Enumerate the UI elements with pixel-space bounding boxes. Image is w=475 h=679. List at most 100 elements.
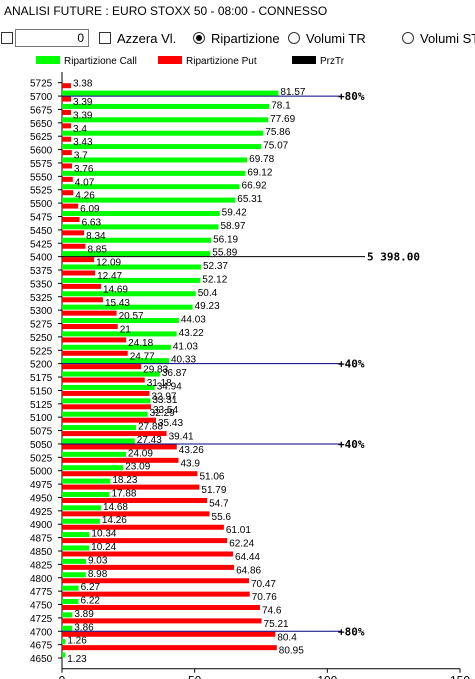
put-value-label: 3.43	[73, 137, 93, 148]
strike-label: 4800	[30, 574, 53, 585]
put-bar	[62, 484, 200, 490]
toolbar: 0 Azzera Vl. Ripartizione Volumi TR Volu…	[0, 26, 475, 50]
call-value-label: 44.03	[181, 315, 206, 326]
call-bar	[62, 572, 86, 578]
put-bar	[62, 337, 127, 343]
stepper-checkbox[interactable]	[1, 32, 13, 44]
call-value-label: 75.86	[265, 127, 290, 138]
marker-label: 5 398.00	[367, 251, 420, 264]
put-value-label: 8.85	[87, 244, 107, 255]
put-value-label: 24.18	[128, 338, 153, 349]
call-bar	[62, 585, 79, 591]
put-value-label: 55.6	[212, 512, 232, 523]
call-value-label: 3.89	[74, 609, 94, 620]
call-value-label: 41.03	[173, 341, 198, 352]
put-value-label: 75.21	[264, 619, 289, 630]
call-value-label: 10.34	[91, 529, 116, 540]
call-value-label: 52.37	[203, 261, 228, 272]
call-bar	[62, 491, 110, 497]
call-value-label: 40.33	[171, 355, 196, 366]
put-bar	[62, 578, 249, 584]
put-bar	[62, 283, 101, 289]
ripartizione-option[interactable]: Ripartizione	[193, 26, 280, 50]
put-bar	[62, 431, 167, 437]
strike-label: 5725	[30, 79, 53, 90]
put-bar	[62, 109, 71, 115]
call-bar	[62, 532, 90, 538]
call-bar	[62, 103, 270, 109]
strike-label: 5600	[30, 146, 53, 157]
call-bar	[62, 318, 179, 324]
call-value-label: 36.87	[162, 368, 187, 379]
number-input[interactable]: 0	[15, 29, 89, 47]
call-value-label: 59.42	[222, 207, 247, 218]
strike-label: 5275	[30, 320, 53, 331]
call-value-label: 75.07	[263, 141, 288, 152]
azzera-checkbox[interactable]	[99, 32, 111, 44]
put-bar	[62, 377, 145, 383]
strike-label: 5525	[30, 186, 53, 197]
legend-label: Ripartizione Call	[64, 56, 137, 67]
put-bar	[62, 631, 276, 637]
stepper-checkbox-group: 0	[1, 26, 89, 50]
put-bar	[62, 645, 277, 651]
strike-label: 5075	[30, 427, 53, 438]
call-value-label: 6.27	[81, 582, 101, 593]
put-value-label: 3.7	[74, 151, 88, 162]
put-value-label: 70.47	[251, 579, 276, 590]
put-value-label: 64.86	[236, 565, 261, 576]
put-bar	[62, 404, 151, 410]
call-bar	[62, 277, 201, 283]
put-value-label: 31.18	[147, 378, 172, 389]
put-bar	[62, 538, 228, 544]
volumi-st-option[interactable]: Volumi ST	[402, 26, 475, 50]
volumi-tr-radio[interactable]	[288, 32, 300, 44]
call-value-label: 56.19	[213, 234, 238, 245]
call-bar	[62, 90, 279, 96]
call-bar	[62, 170, 246, 176]
put-bar	[62, 203, 79, 209]
strike-label: 5675	[30, 105, 53, 116]
strike-label: 5550	[30, 172, 53, 183]
marker-label: +40%	[338, 358, 365, 371]
put-bar	[62, 270, 96, 276]
call-value-label: 32.29	[150, 408, 175, 419]
call-bar	[62, 264, 201, 270]
put-value-label: 80.95	[279, 646, 304, 657]
strike-label: 4900	[30, 520, 53, 531]
call-bar	[62, 184, 240, 190]
put-value-label: 29.83	[143, 365, 168, 376]
put-value-label: 21	[120, 325, 132, 336]
ripartizione-radio[interactable]	[193, 32, 205, 44]
volumi-st-radio[interactable]	[402, 32, 414, 44]
put-bar	[62, 150, 72, 156]
strike-label: 4925	[30, 507, 53, 518]
strike-label: 4975	[30, 480, 53, 491]
put-bar	[62, 163, 72, 169]
call-value-label: 52.12	[202, 274, 227, 285]
call-value-label: 27.43	[137, 435, 162, 446]
put-bar	[62, 564, 235, 570]
put-bar	[62, 605, 260, 611]
call-value-label: 65.31	[237, 194, 262, 205]
put-value-label: 6.09	[80, 204, 100, 215]
call-bar	[62, 224, 219, 230]
call-bar	[62, 545, 90, 551]
strike-label: 5325	[30, 293, 53, 304]
marker-label: +40%	[338, 438, 365, 451]
call-bar	[62, 518, 100, 524]
put-bar	[62, 136, 72, 142]
put-value-label: 8.34	[86, 231, 106, 242]
call-value-label: 34.94	[157, 381, 182, 392]
strike-label: 5050	[30, 440, 53, 451]
call-bar	[62, 358, 170, 364]
call-value-label: 24.09	[128, 448, 153, 459]
x-tick-label: 150	[450, 674, 470, 679]
volumi-tr-option[interactable]: Volumi TR	[288, 26, 366, 50]
call-bar	[62, 639, 66, 645]
call-value-label: 55.89	[212, 248, 237, 259]
put-bar	[62, 310, 117, 316]
azzera-option[interactable]: Azzera Vl.	[99, 26, 176, 50]
call-bar	[62, 612, 73, 618]
put-value-label: 6.63	[82, 217, 102, 228]
